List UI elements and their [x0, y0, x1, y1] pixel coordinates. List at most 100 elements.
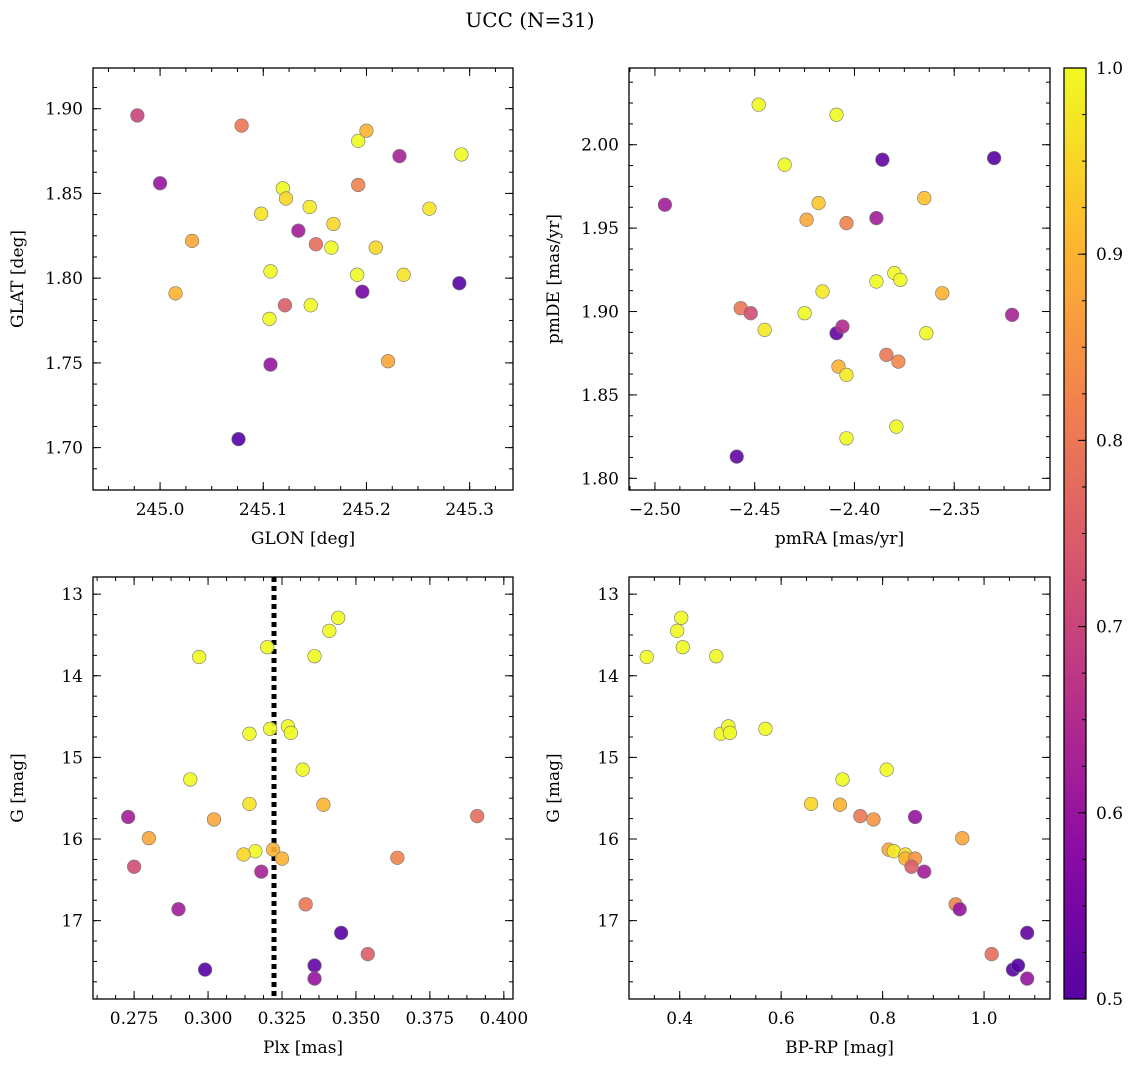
scatter-point [803, 796, 819, 812]
y-tick-label: 1.75 [45, 354, 83, 374]
scatter-point [331, 610, 346, 625]
colorbar-frame [1063, 67, 1087, 1000]
figure-title: UCC (N=31) [465, 8, 594, 32]
scatter-point [231, 432, 246, 447]
colorbar: 0.5 0.6 0.7 0.8 0.9 1.0 [1063, 59, 1123, 1010]
scatter-point [242, 796, 257, 812]
panel-bprp-g: 0.4 0.6 0.8 1.0 13 14 15 16 17 BP-RP [mag] G [mag] [544, 576, 1051, 1058]
scatter-point [197, 962, 213, 977]
scatter-point [955, 831, 970, 846]
scatter-point [839, 367, 854, 383]
y-tick-label: 16 [597, 830, 619, 850]
scatter-point [206, 812, 222, 827]
scatter-point [121, 809, 136, 825]
scatter-point [171, 902, 186, 917]
scatter-point [183, 772, 198, 787]
scatter-point [263, 264, 278, 279]
x-tick-label: 0.4 [666, 1009, 693, 1029]
scatter-point [743, 306, 758, 321]
scatter-point [278, 191, 294, 206]
y-tick-label: 1.70 [45, 439, 83, 459]
axes-frame [628, 67, 1051, 491]
scatter-point [266, 842, 281, 857]
scatter-point [1020, 925, 1035, 940]
panel-pmra-pmde: −2.50 −2.45 −2.40 −2.35 1.80 1.85 1.90 1.95 2.00… [544, 67, 1051, 549]
scatter-point [757, 322, 772, 337]
scatter-point [307, 971, 322, 986]
scatter-point [1004, 307, 1020, 322]
x-tick-label: −2.45 [729, 500, 781, 520]
axes-frame [92, 576, 514, 1000]
x-axis-label: pmRA [mas/yr] [775, 529, 904, 549]
scatter-point [1020, 971, 1035, 986]
scatter-point [869, 211, 884, 226]
scatter-point [751, 97, 766, 112]
scatter-point [839, 431, 854, 446]
scatter-point [952, 902, 967, 917]
scatter-point [422, 201, 437, 216]
scatter-point [324, 240, 339, 255]
colorbar-tick-label: 1.0 [1096, 59, 1123, 79]
scatter-point [722, 725, 738, 741]
scatter-point [891, 354, 906, 369]
y-axis-label: G [mag] [544, 753, 564, 822]
scatter-point [709, 649, 724, 664]
x-axis-label: Plx [mas] [263, 1038, 343, 1058]
colorbar-tick-label: 0.8 [1096, 431, 1123, 451]
minor-ticks [628, 577, 1050, 999]
scatter-point [263, 357, 278, 372]
scatter-point [835, 319, 850, 334]
scatter-point [291, 223, 306, 238]
scatter-point [675, 640, 690, 655]
scatter-point [674, 610, 689, 625]
scatter-point [355, 284, 370, 299]
scatter-point [316, 797, 331, 812]
scatter-point [295, 762, 310, 777]
x-tick-label: 0.375 [406, 1009, 455, 1029]
scatter-point [879, 347, 894, 362]
y-tick-label: 1.90 [45, 100, 83, 120]
x-tick-label: −2.35 [928, 500, 980, 520]
y-tick-label: 1.90 [581, 303, 619, 323]
scatter-point [263, 721, 278, 736]
scatter-point [141, 831, 157, 846]
scatter-point [758, 721, 773, 736]
y-tick-label: 1.95 [581, 219, 619, 239]
x-axis-label: BP-RP [mag] [785, 1038, 894, 1058]
scatter-point [242, 726, 257, 741]
y-axis-label: pmDE [mas/yr] [544, 214, 564, 344]
scatter-point [307, 649, 322, 664]
scatter-point [832, 797, 848, 812]
scatter-point [987, 150, 1002, 166]
x-tick-label: 0.275 [110, 1009, 159, 1029]
scatter-point [192, 649, 207, 665]
x-tick-label: −2.50 [629, 500, 681, 520]
scatter-point [853, 809, 868, 824]
scatter-point [302, 199, 317, 215]
y-tick-label: 13 [61, 585, 83, 605]
scatter-point [351, 177, 366, 193]
minor-ticks [93, 68, 513, 491]
y-tick-label: 17 [597, 912, 619, 932]
scatter-point [811, 196, 826, 211]
scatter-point [889, 419, 904, 434]
scatter-point [670, 623, 685, 638]
y-tick-label: 1.85 [581, 386, 619, 406]
scatter-point [127, 859, 142, 874]
scatter-point [835, 772, 850, 787]
scatter-point [657, 197, 673, 212]
scatter-point [350, 267, 365, 282]
scatter-point [639, 649, 654, 665]
scatter-point [307, 958, 322, 973]
scatter-panels: 245.0 245.1 245.2 245.3 1.70 1.75 1.80 1.85 1.90… [8, 67, 1051, 1058]
y-tick-label: 14 [61, 667, 83, 687]
scatter-point [308, 237, 323, 252]
scatter-point [919, 326, 934, 341]
axes-frame [92, 67, 514, 491]
scatter-point [917, 191, 932, 206]
scatter-point [130, 108, 145, 123]
scatter-point [917, 864, 932, 879]
y-tick-label: 2.00 [581, 136, 619, 156]
scatter-point [360, 947, 375, 962]
colorbar-tick-label: 0.5 [1096, 990, 1123, 1010]
